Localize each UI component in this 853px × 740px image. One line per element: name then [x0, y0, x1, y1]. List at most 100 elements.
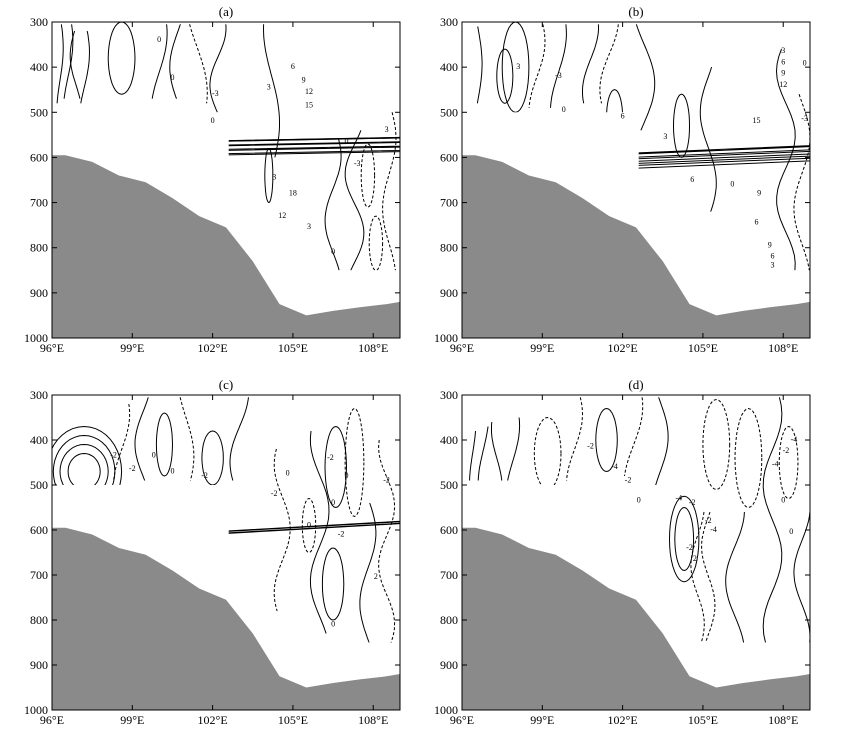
- y-tick-label: 900: [440, 658, 458, 672]
- y-tick-label: 600: [440, 150, 458, 164]
- contour-line: [501, 22, 530, 113]
- plot-frame: [51, 394, 401, 711]
- x-tick-label: 99°E: [530, 341, 554, 355]
- contour-line: [378, 439, 396, 643]
- x-tick-label: 105°E: [278, 713, 308, 727]
- contour-line: [793, 511, 810, 643]
- contour-label: 0: [286, 469, 290, 478]
- contour-label: 0: [171, 73, 175, 82]
- contour-line: [778, 425, 799, 500]
- contour-line: [209, 24, 227, 113]
- contour-line: [496, 48, 514, 104]
- contour-label: 3: [272, 173, 276, 182]
- contour-line: [324, 425, 347, 509]
- contour-label: 0: [157, 35, 161, 44]
- contour-line: [273, 448, 291, 612]
- x-tick-label: 102°E: [198, 713, 228, 727]
- contour-label: -3: [354, 159, 361, 168]
- contour-label: 2: [374, 572, 378, 581]
- contour-line: [674, 506, 695, 572]
- x-tick-label: 108°E: [358, 341, 388, 355]
- contour-label: 15: [753, 116, 761, 125]
- contour-label: 0: [152, 451, 156, 460]
- contour-line: [635, 24, 656, 131]
- contour-line: [63, 24, 74, 99]
- contour-line: [491, 421, 503, 481]
- contour-label: 9: [302, 76, 306, 85]
- contour-label: 6: [690, 175, 694, 184]
- contour-line: [462, 145, 810, 162]
- x-tick-label: 108°E: [768, 713, 798, 727]
- contour-line: [734, 407, 763, 509]
- y-tick-label: 300: [30, 388, 48, 402]
- x-tick-label: 96°E: [40, 341, 64, 355]
- panel-title: (b): [628, 4, 643, 19]
- contour-lines: 0 0 -3 0 3 69 12 15 3 0 -3 3 18 12 3 0: [52, 22, 400, 338]
- contour-line: [550, 24, 567, 108]
- terrain: [52, 527, 400, 710]
- contour-line: [599, 24, 619, 104]
- contour-label: 9: [768, 240, 772, 249]
- contour-label: 3: [781, 46, 785, 55]
- contour-line: [324, 139, 342, 271]
- contour-label: 0: [345, 471, 349, 480]
- contour-line: [69, 30, 81, 99]
- x-tick-label: 99°E: [120, 713, 144, 727]
- contour-line: [134, 397, 149, 481]
- x-tick-label: 105°E: [278, 341, 308, 355]
- contour-label: 12: [779, 80, 787, 89]
- contour-line: [690, 511, 705, 643]
- contour-line: [229, 397, 249, 481]
- y-tick-label: 800: [30, 613, 48, 627]
- contour-line: [533, 416, 562, 491]
- contour-label: 6: [781, 57, 785, 66]
- contour-label: -2: [327, 453, 334, 462]
- contour-label: 2: [693, 554, 697, 563]
- contour-line: [52, 520, 400, 544]
- contour-label: 0: [211, 116, 215, 125]
- y-tick-label: 800: [30, 241, 48, 255]
- contour-line: [655, 397, 669, 486]
- contour-label: 0: [789, 527, 793, 536]
- panel-d: -2-4-2-2-4-20-2-402-4-20-4(d)96°E 99°E 102…: [434, 377, 811, 727]
- contour-label: -2: [705, 516, 712, 525]
- terrain: [52, 155, 400, 338]
- contour-label: 0: [345, 136, 349, 145]
- y-tick-label: 600: [440, 523, 458, 537]
- contour-line: [668, 495, 700, 583]
- contour-label: 3: [516, 62, 520, 71]
- contour-line: [595, 407, 618, 473]
- contour-line: [582, 24, 599, 104]
- terrain: [462, 527, 810, 710]
- y-tick-label: 900: [440, 286, 458, 300]
- contour-line: [462, 149, 810, 167]
- contour-label: 3: [771, 261, 775, 270]
- contour-line: [321, 547, 345, 621]
- contour-line: [360, 143, 376, 208]
- y-tick-label: 500: [440, 478, 458, 492]
- x-tick-label: 108°E: [768, 341, 798, 355]
- x-tick-label: 96°E: [450, 341, 474, 355]
- x-tick-label: 102°E: [608, 713, 638, 727]
- x-tick-label: 96°E: [40, 713, 64, 727]
- y-tick-label: 400: [440, 433, 458, 447]
- contour-label: 18: [289, 188, 297, 197]
- contour-line: [469, 430, 476, 481]
- contour-line: [309, 430, 330, 634]
- contour-label: 0: [331, 247, 335, 256]
- contour-line: [52, 145, 400, 155]
- contour-line: [359, 502, 377, 643]
- contour-label: 6: [621, 112, 625, 121]
- contour-line: [179, 397, 195, 481]
- y-tick-label: 400: [30, 60, 48, 74]
- contour-line: [528, 24, 546, 108]
- contour-line: [52, 149, 400, 159]
- contour-line: [201, 430, 224, 486]
- contour-label: -4: [710, 525, 717, 534]
- x-tick-label: 108°E: [358, 713, 388, 727]
- contour-label: 9: [757, 188, 761, 197]
- y-tick-label: 600: [30, 523, 48, 537]
- x-tick-label: 96°E: [450, 713, 474, 727]
- x-tick-label: 105°E: [688, 341, 718, 355]
